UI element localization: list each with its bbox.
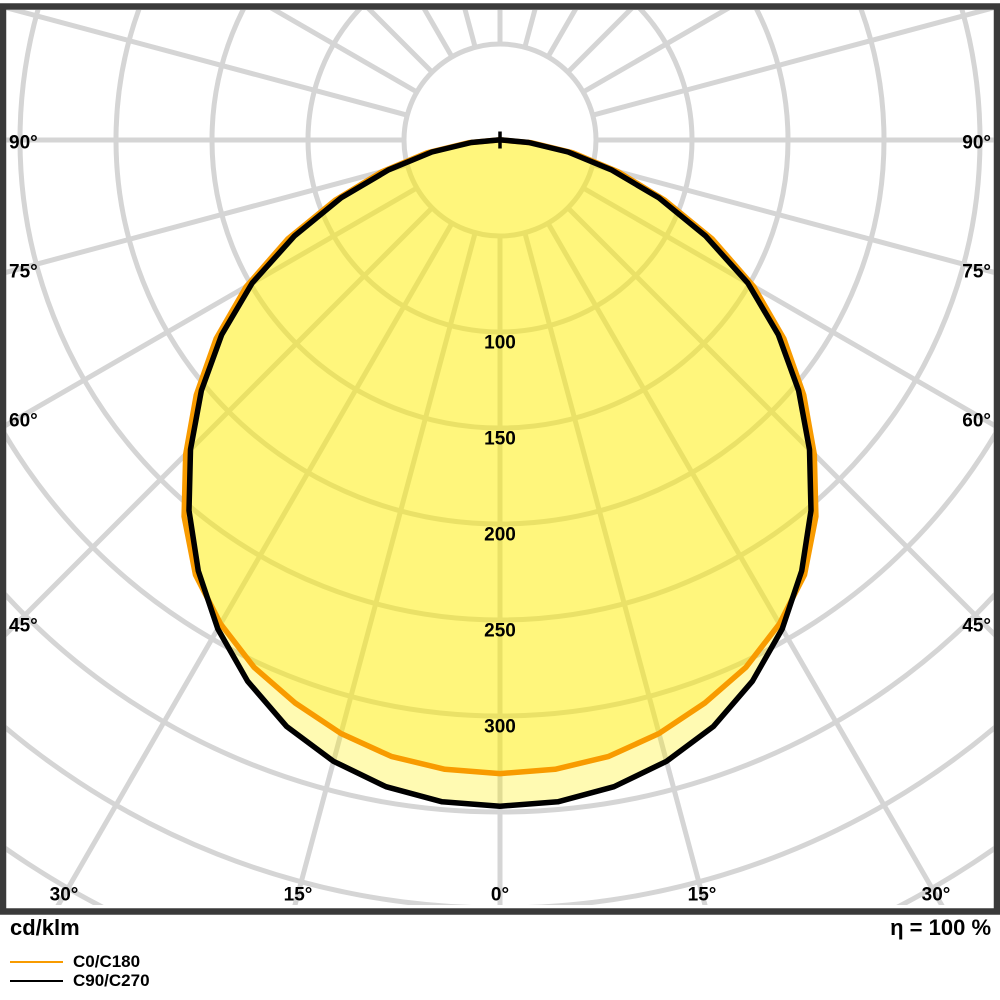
angle-label-left: 90°	[9, 133, 38, 154]
fill-c90-c270	[189, 140, 811, 807]
distribution-curves	[181, 137, 819, 809]
legend-label: C0/C180	[73, 952, 141, 971]
grid-ray	[592, 162, 994, 275]
grid-ray	[522, 232, 708, 905]
grid-ray	[566, 206, 994, 638]
grid-ray	[6, 10, 408, 118]
legend-line-c90-c270-icon	[10, 980, 63, 982]
radial-value-label: 300	[484, 717, 516, 738]
unit-label: cd/klm	[10, 915, 80, 940]
angle-label-bottom: 30°	[50, 885, 79, 906]
angle-label-left: 45°	[9, 616, 38, 637]
grid-ray	[545, 221, 945, 905]
distribution-fill	[184, 140, 816, 807]
radial-value-label: 200	[484, 525, 516, 546]
efficiency-label: η = 100 %	[890, 915, 991, 940]
angle-label-right: 60°	[962, 411, 991, 432]
chart-frame	[0, 3, 1000, 915]
fill-c0-c180	[184, 140, 816, 774]
angle-label-left: 75°	[9, 262, 38, 283]
angle-label-bottom: 15°	[688, 885, 717, 906]
radial-value-label: 100	[484, 333, 516, 354]
legend-line-c0-c180-icon	[10, 961, 63, 963]
legend-label: C90/C270	[73, 971, 150, 990]
grid-ray	[292, 232, 478, 905]
legend-item-c90-c270: C90/C270	[10, 972, 150, 990]
angle-label-right: 90°	[962, 133, 991, 154]
angle-label-bottom: 30°	[922, 885, 951, 906]
grid-ray	[55, 221, 455, 905]
chart-labels: 90° 75° 60° 45° 90° 75° 60° 45° 30° 15° 0° 15° 30° 10…	[9, 133, 991, 906]
legend-item-c0-c180: C0/C180	[10, 953, 140, 971]
angle-label-right: 45°	[962, 616, 991, 637]
angle-label-bottom: 15°	[284, 885, 313, 906]
grid-ray	[6, 162, 408, 275]
grid-ray	[592, 10, 994, 118]
radial-value-label: 150	[484, 429, 516, 450]
curve-c90-c270	[186, 137, 814, 809]
curve-c0-c180	[181, 137, 819, 777]
radial-value-label: 250	[484, 621, 516, 642]
angle-label-left: 60°	[9, 411, 38, 432]
grid-ray	[6, 206, 434, 638]
angle-label-bottom: 0°	[491, 885, 509, 906]
angle-label-right: 75°	[962, 262, 991, 283]
